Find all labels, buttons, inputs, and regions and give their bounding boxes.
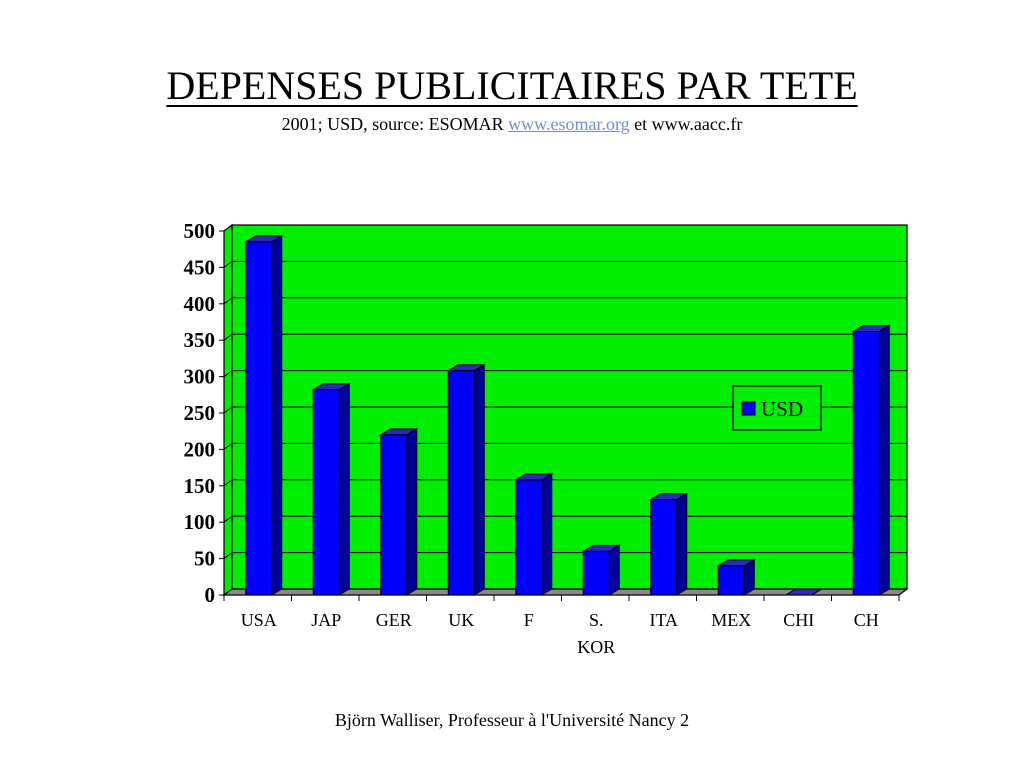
- gridline-side: [223, 515, 233, 523]
- bar-side: [541, 473, 553, 596]
- y-tick-label: 500: [184, 219, 216, 243]
- x-tick-label: ITA: [649, 610, 678, 630]
- y-tick-label: 300: [184, 365, 216, 389]
- bar-front: [650, 499, 678, 596]
- bars: [243, 235, 892, 596]
- bar-uk: [446, 363, 487, 596]
- x-tick-label: CH: [854, 610, 879, 630]
- y-tick-label: 200: [184, 437, 216, 461]
- slide-subtitle: 2001; USD, source: ESOMAR www.esomar.org…: [0, 113, 1024, 135]
- bar-skor: [581, 544, 622, 596]
- x-tick-label: USA: [241, 610, 277, 630]
- gridline-side: [223, 552, 233, 559]
- y-tick-label: 350: [184, 328, 216, 352]
- gridline-side: [223, 442, 233, 450]
- bar-ger: [378, 427, 419, 596]
- bar-front: [447, 370, 475, 596]
- bar-ita: [648, 492, 689, 596]
- x-tick-label: JAP: [311, 610, 341, 630]
- bar-front: [852, 330, 880, 596]
- x-tick-label: KOR: [577, 637, 615, 657]
- bar-front: [312, 389, 340, 596]
- bar-mex: [716, 558, 757, 596]
- x-axis: USA JAP GER UK F S. KOR ITA MEX CHI CH: [223, 594, 900, 657]
- gridline-side: [223, 479, 233, 487]
- y-axis: 0 50 100 150 200 250 300 350 400 450 500: [184, 219, 224, 607]
- legend-box: [732, 385, 822, 431]
- legend-label: USD: [761, 397, 803, 421]
- bar-side: [608, 544, 620, 596]
- gridline-side: [223, 297, 233, 305]
- y-tick-label: 400: [184, 292, 216, 316]
- y-tick-label: 50: [194, 547, 215, 571]
- bar-side: [878, 324, 890, 596]
- x-tick-label: GER: [376, 610, 412, 630]
- bar-jap: [311, 382, 352, 596]
- slide-title: DEPENSES PUBLICITAIRES PAR TETE: [166, 63, 858, 108]
- gridline-side: [223, 370, 233, 378]
- gridline-side: [223, 260, 233, 268]
- x-tick-label: UK: [448, 610, 474, 630]
- x-tick-label: S.: [589, 610, 604, 630]
- bar-side: [338, 382, 350, 596]
- y-tick-label: 100: [184, 510, 216, 534]
- bar-front: [717, 565, 745, 596]
- x-tick-label: F: [524, 610, 534, 630]
- gridline-side: [223, 333, 233, 341]
- gridline-side: [223, 224, 233, 232]
- subtitle-suffix-text: et www.aacc.fr: [634, 114, 743, 134]
- bar-f: [513, 473, 554, 596]
- bar-ch: [851, 324, 892, 596]
- bar-front: [582, 550, 610, 596]
- bar-front: [380, 434, 408, 596]
- y-tick-label: 450: [184, 255, 216, 279]
- y-tick-label: 250: [184, 401, 216, 425]
- y-tick-label: 0: [205, 583, 216, 607]
- bar-side: [473, 363, 485, 596]
- bar-front: [515, 479, 543, 596]
- y-tick-label: 150: [184, 474, 216, 498]
- legend-swatch: [741, 401, 756, 416]
- bar-usa: [243, 235, 284, 596]
- footer-credit: Björn Walliser, Professeur à l'Universit…: [334, 710, 690, 730]
- gridline-side: [223, 406, 233, 414]
- x-tick-label: MEX: [711, 610, 751, 630]
- bar-side: [406, 427, 418, 596]
- subtitle-source-text: 2001; USD, source: ESOMAR: [281, 114, 504, 134]
- legend: USD: [732, 385, 822, 431]
- bar-side: [676, 492, 688, 596]
- esomar-link[interactable]: www.esomar.org: [508, 114, 630, 134]
- bar-side: [271, 235, 283, 596]
- bar-front: [245, 241, 273, 596]
- x-tick-label: CHI: [783, 610, 814, 630]
